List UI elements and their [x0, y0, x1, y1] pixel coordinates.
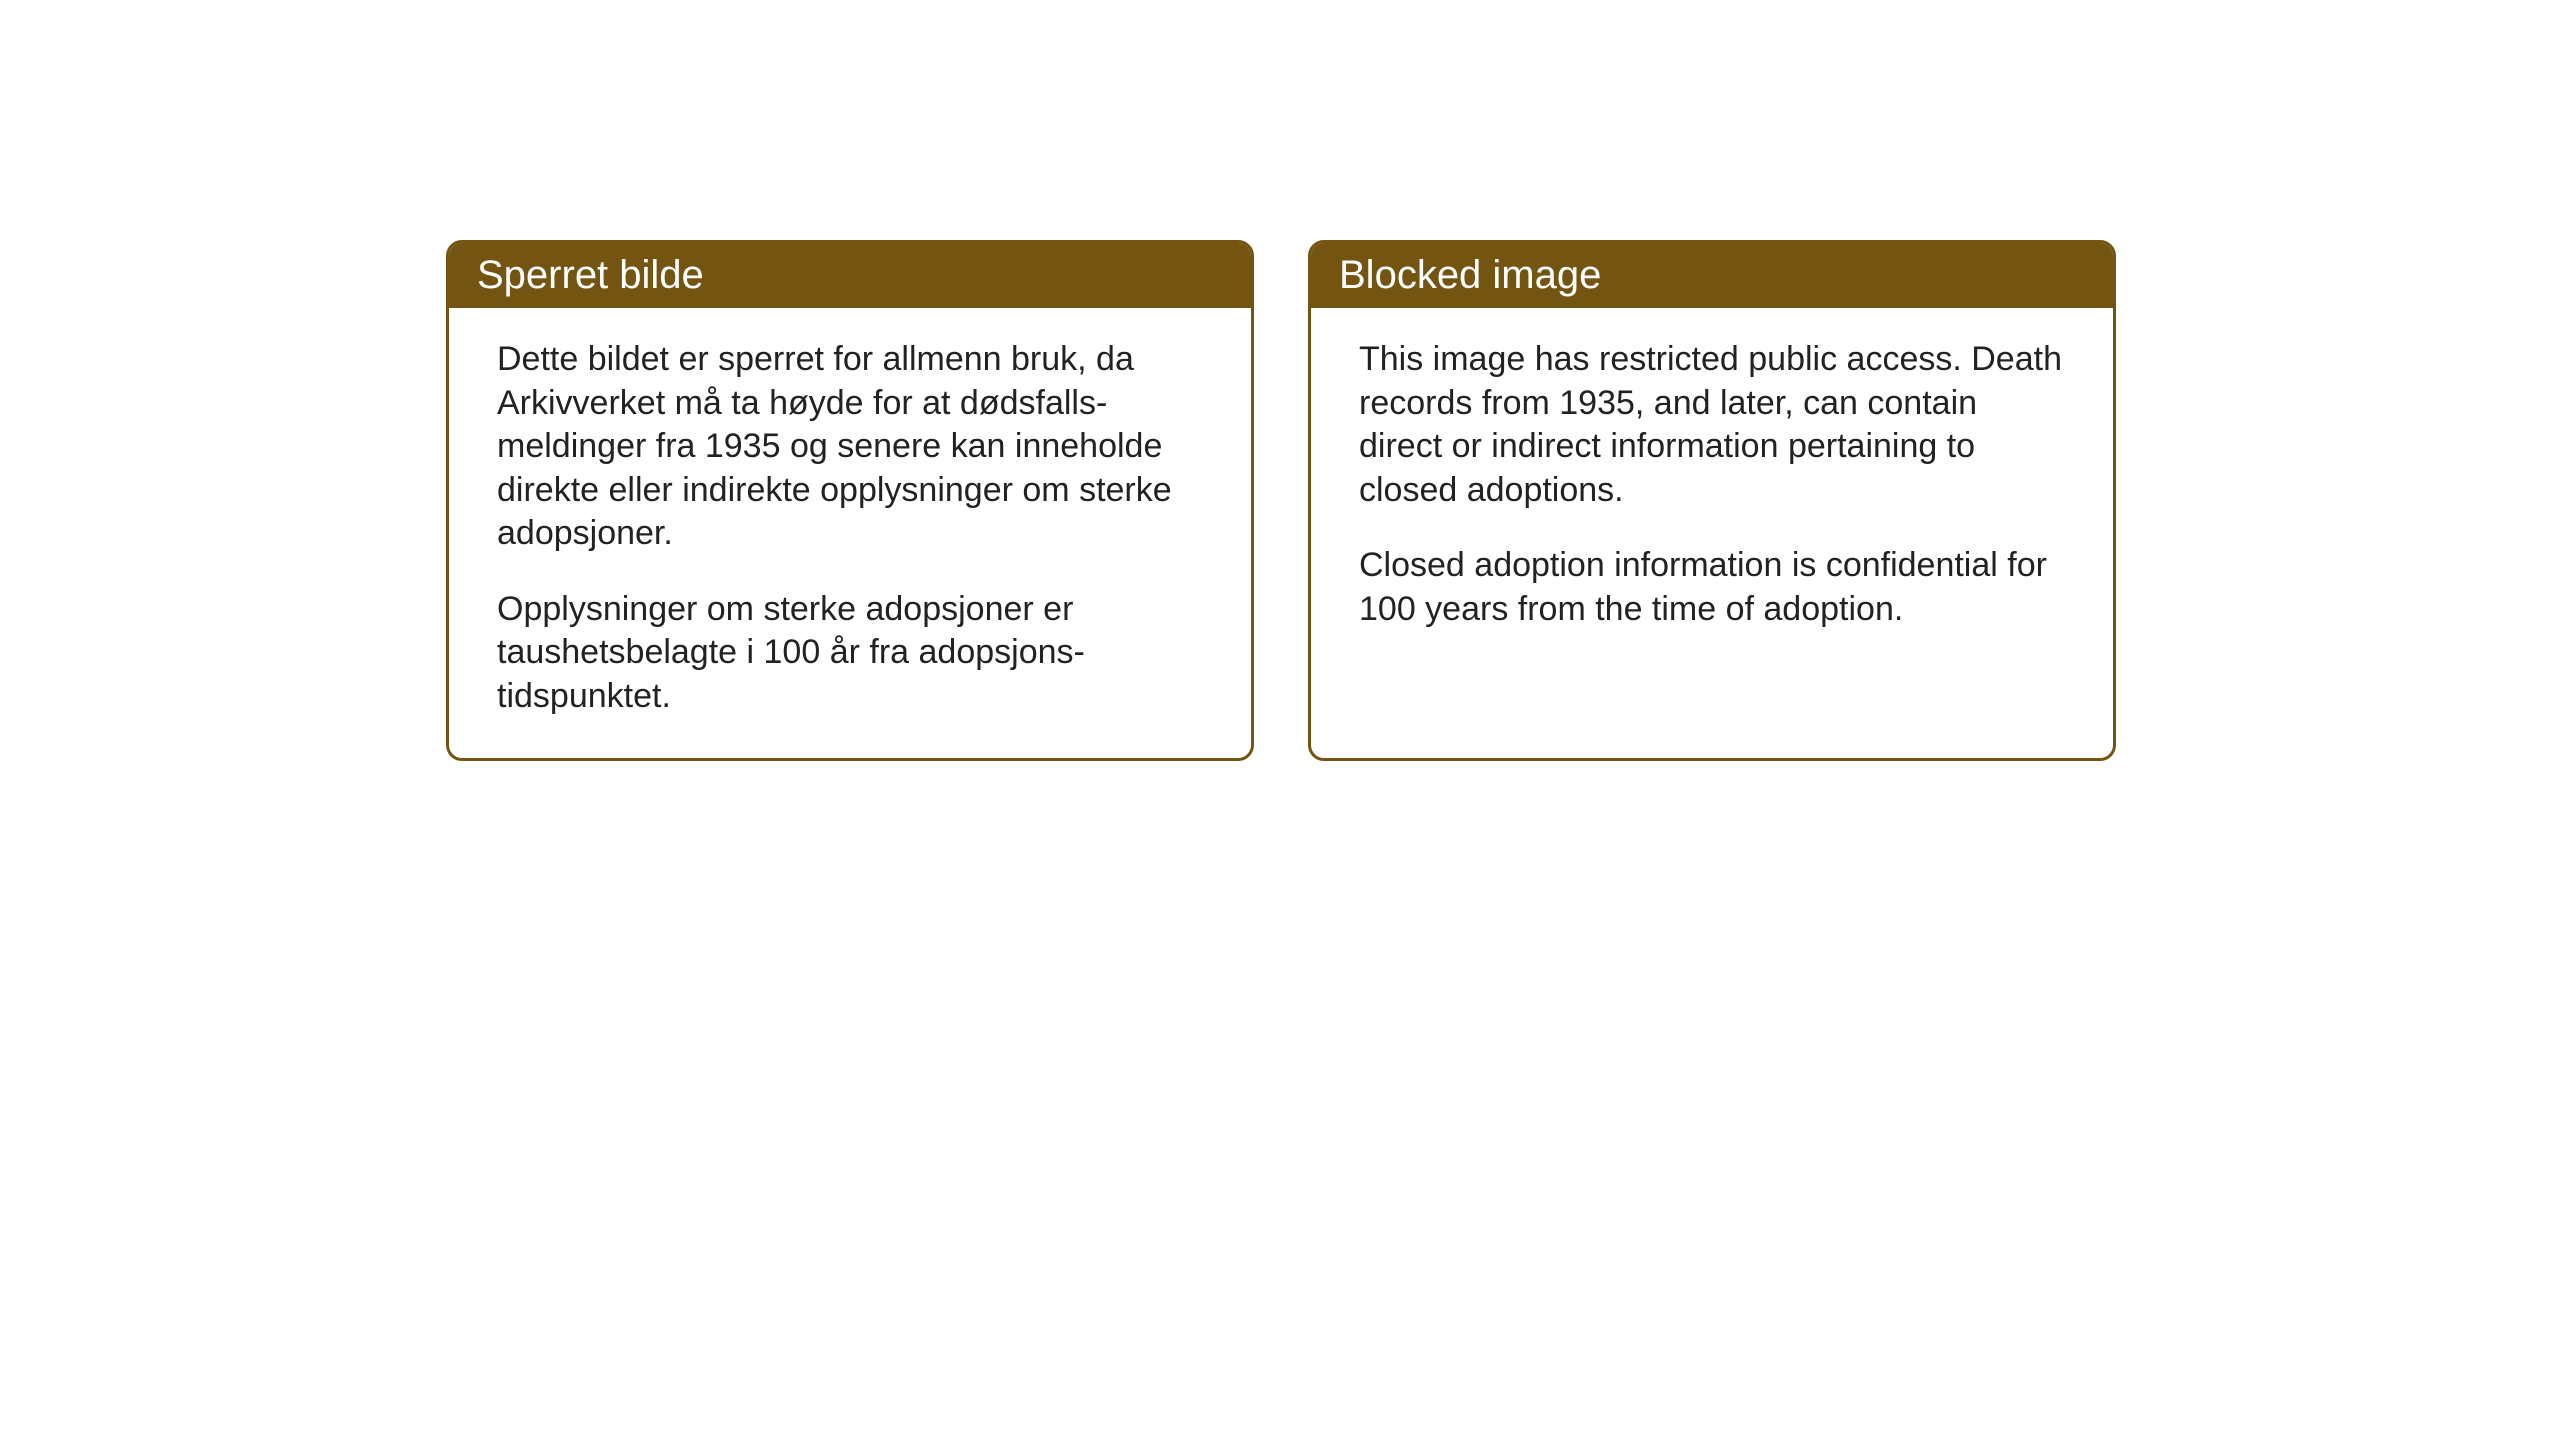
card-paragraph-norwegian-1: Dette bildet er sperret for allmenn bruk… [497, 338, 1203, 556]
card-norwegian: Sperret bilde Dette bildet er sperret fo… [446, 240, 1254, 761]
card-paragraph-english-1: This image has restricted public access.… [1359, 338, 2065, 512]
card-header-norwegian: Sperret bilde [449, 243, 1251, 308]
cards-container: Sperret bilde Dette bildet er sperret fo… [446, 240, 2116, 761]
card-english: Blocked image This image has restricted … [1308, 240, 2116, 761]
card-paragraph-english-2: Closed adoption information is confident… [1359, 544, 2065, 631]
card-paragraph-norwegian-2: Opplysninger om sterke adopsjoner er tau… [497, 588, 1203, 719]
card-title-english: Blocked image [1339, 253, 1601, 297]
card-header-english: Blocked image [1311, 243, 2113, 308]
card-body-norwegian: Dette bildet er sperret for allmenn bruk… [449, 308, 1251, 758]
card-body-english: This image has restricted public access.… [1311, 308, 2113, 698]
card-title-norwegian: Sperret bilde [477, 253, 704, 297]
